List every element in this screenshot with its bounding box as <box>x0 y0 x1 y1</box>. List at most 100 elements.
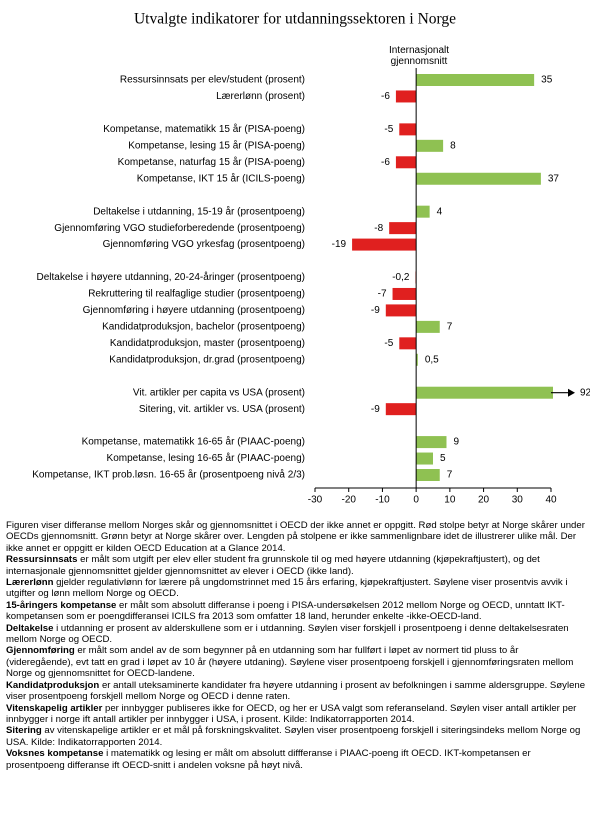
category-label: Kompetanse, naturfag 15 år (PISA-poeng) <box>118 156 305 168</box>
bar <box>395 156 417 169</box>
category-label: Deltakelse i høyere utdanning, 20-24-åri… <box>37 271 306 283</box>
category-label: Kandidatproduksjon, dr.grad (prosentpoen… <box>109 354 305 365</box>
value-label: 5 <box>440 453 446 464</box>
value-label: -8 <box>374 223 383 234</box>
category-label: Kompetanse, IKT prob.løsn. 16-65 år (pro… <box>32 469 305 481</box>
note-text: gjelder regulativlønn for lærere på ungd… <box>6 577 568 600</box>
bar <box>385 304 417 317</box>
category-label: Lærerlønn (prosent) <box>216 91 305 102</box>
x-tick-label: -30 <box>308 495 323 506</box>
note: Kandidatproduksjon er antall uteksaminer… <box>6 680 586 703</box>
category-label: Kompetanse, lesing 15 år (PISA-poeng) <box>128 139 305 151</box>
category-label: Ressursinnsats per elev/student (prosent… <box>120 75 305 86</box>
note-term: Gjennomføring <box>6 645 75 657</box>
note-text: er målt som andel av de som begynner på … <box>6 645 574 680</box>
category-label: Deltakelse i utdanning, 15-19 år (prosen… <box>93 205 305 217</box>
value-label: 92 <box>580 387 590 398</box>
value-label: -9 <box>371 305 380 316</box>
x-tick-label: 20 <box>478 495 490 506</box>
category-label: Sitering, vit. artikler vs. USA (prosent… <box>139 404 305 415</box>
value-label: 35 <box>541 75 553 86</box>
value-label: -6 <box>381 91 390 102</box>
value-label: -19 <box>332 239 347 250</box>
x-tick-label: 40 <box>545 495 557 506</box>
note: Sitering av vitenskapelige artikler er e… <box>6 725 586 748</box>
category-label: Kandidatproduksjon, master (prosentpoeng… <box>110 338 305 349</box>
x-tick-label: 0 <box>413 495 419 506</box>
value-label: 7 <box>447 322 453 333</box>
bar <box>416 469 440 481</box>
bar <box>385 403 417 416</box>
annotation: Internasjonalt gjennomsnitt <box>388 45 450 67</box>
note-term: Lærerlønn <box>6 577 54 589</box>
bar <box>416 205 430 218</box>
note-term: Kandidatproduksjon <box>6 679 100 691</box>
note: Gjennomføring er målt som andel av de so… <box>6 645 586 679</box>
note-term: Ressursinnsats <box>6 554 78 566</box>
note-text: av vitenskapelige artikler er et mål på … <box>6 725 581 748</box>
value-label: -5 <box>384 124 393 135</box>
note-text: i matematikk og lesing er målt om absolu… <box>6 748 531 771</box>
notes: Figuren viser differanse mellom Norges s… <box>6 520 586 771</box>
overflow-arrowhead <box>568 388 575 397</box>
note-term: Deltakelse <box>6 622 54 634</box>
value-label: 8 <box>450 140 456 151</box>
bar <box>416 74 535 86</box>
note: 15-åringers kompetanse er målt som absol… <box>6 600 586 623</box>
x-tick-label: 30 <box>512 495 524 506</box>
category-label: Kandidatproduksjon, bachelor (prosentpoe… <box>102 322 305 333</box>
category-label: Kompetanse, IKT 15 år (ICILS-poeng) <box>137 172 305 184</box>
bar <box>399 123 417 136</box>
note: Lærerlønn gjelder regulativlønn for lære… <box>6 577 586 600</box>
note-text: i utdanning er prosent av alderskullene … <box>6 622 569 646</box>
bar <box>392 287 417 300</box>
note-term: Vitenskapelig artikler <box>6 702 103 714</box>
category-label: Kompetanse, lesing 16-65 år (PIAAC-poeng… <box>107 452 305 464</box>
note-text: er antall uteksaminerte kandidater fra h… <box>6 679 586 703</box>
x-tick-label: -10 <box>375 495 390 506</box>
value-label: -6 <box>381 157 390 168</box>
bar <box>416 452 433 465</box>
bar <box>416 436 447 449</box>
x-tick-label: -20 <box>341 495 356 506</box>
note: Figuren viser differanse mellom Norges s… <box>6 520 586 554</box>
value-label: -7 <box>378 289 387 300</box>
chart: Utvalgte indikatorer for utdanningssekto… <box>32 11 590 506</box>
category-label: Vit. artikler per capita vs USA (prosent… <box>133 387 305 398</box>
bars <box>352 74 553 481</box>
value-label: -0,2 <box>392 272 410 283</box>
bar <box>399 337 417 350</box>
note-term: Sitering <box>6 725 42 737</box>
category-label: Rekruttering til realfaglige studier (pr… <box>88 289 305 300</box>
x-tick-label: 10 <box>444 495 456 506</box>
bar <box>416 353 418 366</box>
category-label: Kompetanse, matematikk 15 år (PISA-poeng… <box>103 123 305 135</box>
bar <box>416 320 440 333</box>
note-text: Figuren viser differanse mellom Norges s… <box>6 520 585 554</box>
note-text: er målt som absolutt differanse i poeng … <box>6 599 565 623</box>
value-label: -9 <box>371 404 380 415</box>
value-label: 37 <box>548 173 560 184</box>
bar <box>389 222 417 235</box>
bar <box>416 386 553 399</box>
note-text: per innbygger publiseres ikke for OECD, … <box>6 702 577 725</box>
value-label: 4 <box>437 206 443 217</box>
note: Deltakelse i utdanning er prosent av ald… <box>6 623 586 646</box>
note: Voksnes kompetanse i matematikk og lesin… <box>6 748 586 771</box>
note: Ressursinnsats er målt som utgift per el… <box>6 554 586 577</box>
value-label: 0,5 <box>425 354 439 365</box>
value-label: 9 <box>453 437 459 448</box>
category-label: Gjennomføring VGO yrkesfag (prosentpoeng… <box>103 239 305 250</box>
chart-title: Utvalgte indikatorer for utdanningssekto… <box>134 11 456 28</box>
note: Vitenskapelig artikler per innbygger pub… <box>6 703 586 726</box>
category-label: Kompetanse, matematikk 16-65 år (PIAAC-p… <box>82 436 305 448</box>
note-term: 15-åringers kompetanse <box>6 599 117 611</box>
bar <box>395 90 417 103</box>
bar <box>352 238 417 251</box>
note-term: Voksnes kompetanse <box>6 748 104 760</box>
bar <box>416 172 541 185</box>
category-label: Gjennomføring VGO studieforberedende (pr… <box>54 223 305 234</box>
category-label: Gjennomføring i høyere utdanning (prosen… <box>83 305 305 316</box>
value-label: -5 <box>384 338 393 349</box>
